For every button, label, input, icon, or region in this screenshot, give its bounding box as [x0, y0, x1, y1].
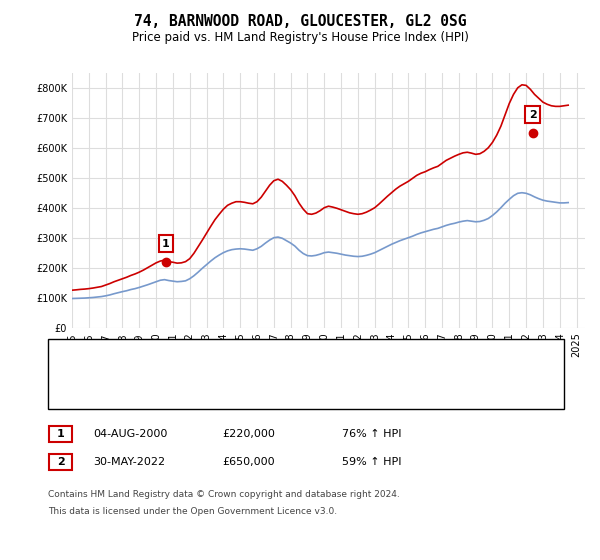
- Text: £220,000: £220,000: [222, 429, 275, 439]
- Text: HPI: Average price, detached house, Gloucester: HPI: Average price, detached house, Glou…: [93, 384, 343, 394]
- Text: 30-MAY-2022: 30-MAY-2022: [93, 457, 165, 467]
- Text: 1: 1: [162, 239, 170, 249]
- Text: ——: ——: [60, 382, 78, 396]
- Text: 76% ↑ HPI: 76% ↑ HPI: [342, 429, 401, 439]
- Text: Contains HM Land Registry data © Crown copyright and database right 2024.: Contains HM Land Registry data © Crown c…: [48, 490, 400, 499]
- Text: This data is licensed under the Open Government Licence v3.0.: This data is licensed under the Open Gov…: [48, 507, 337, 516]
- Text: 74, BARNWOOD ROAD, GLOUCESTER, GL2 0SG (detached house): 74, BARNWOOD ROAD, GLOUCESTER, GL2 0SG (…: [93, 353, 433, 363]
- Text: ——: ——: [60, 351, 78, 366]
- Text: 59% ↑ HPI: 59% ↑ HPI: [342, 457, 401, 467]
- Text: £650,000: £650,000: [222, 457, 275, 467]
- Text: 1: 1: [57, 429, 64, 439]
- Text: 04-AUG-2000: 04-AUG-2000: [93, 429, 167, 439]
- Text: 2: 2: [57, 457, 64, 467]
- Text: 2: 2: [529, 110, 536, 120]
- Text: 74, BARNWOOD ROAD, GLOUCESTER, GL2 0SG: 74, BARNWOOD ROAD, GLOUCESTER, GL2 0SG: [134, 14, 466, 29]
- Text: Price paid vs. HM Land Registry's House Price Index (HPI): Price paid vs. HM Land Registry's House …: [131, 31, 469, 44]
